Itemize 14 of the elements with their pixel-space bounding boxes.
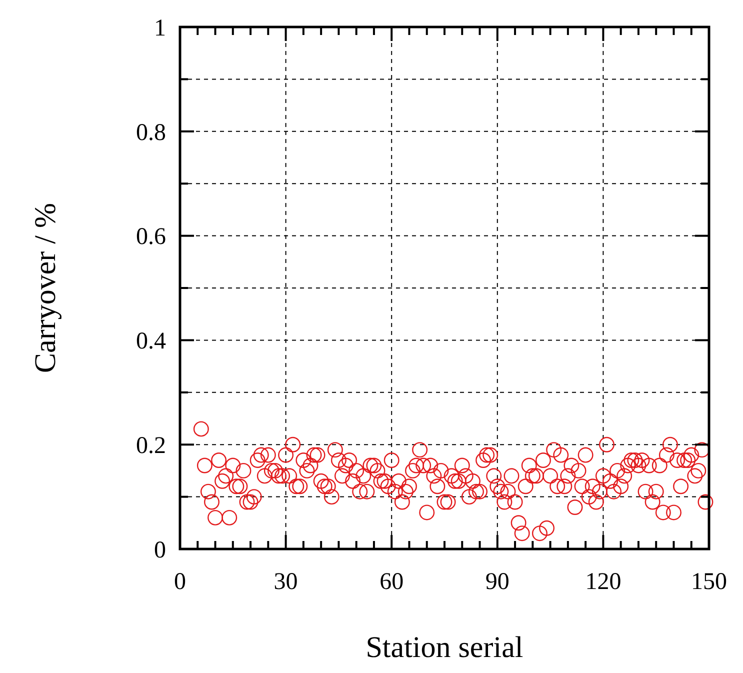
x-tick-label: 30 — [274, 569, 298, 595]
y-tick-label: 1 — [154, 15, 166, 42]
x-tick-label: 60 — [380, 569, 404, 595]
y-tick-label: 0.2 — [136, 433, 166, 459]
y-tick-label: 0 — [154, 537, 166, 564]
y-tick-label: 0.6 — [136, 224, 166, 250]
x-tick-label: 150 — [691, 569, 727, 595]
x-tick-label: 90 — [485, 569, 510, 595]
x-axis-title: Station serial — [366, 631, 524, 664]
y-axis-title: Carryover / % — [29, 203, 62, 373]
x-tick-label: 120 — [585, 569, 622, 595]
x-tick-label: 0 — [174, 569, 186, 595]
y-tick-label: 0.8 — [136, 120, 166, 146]
y-tick-label: 0.4 — [136, 328, 166, 355]
